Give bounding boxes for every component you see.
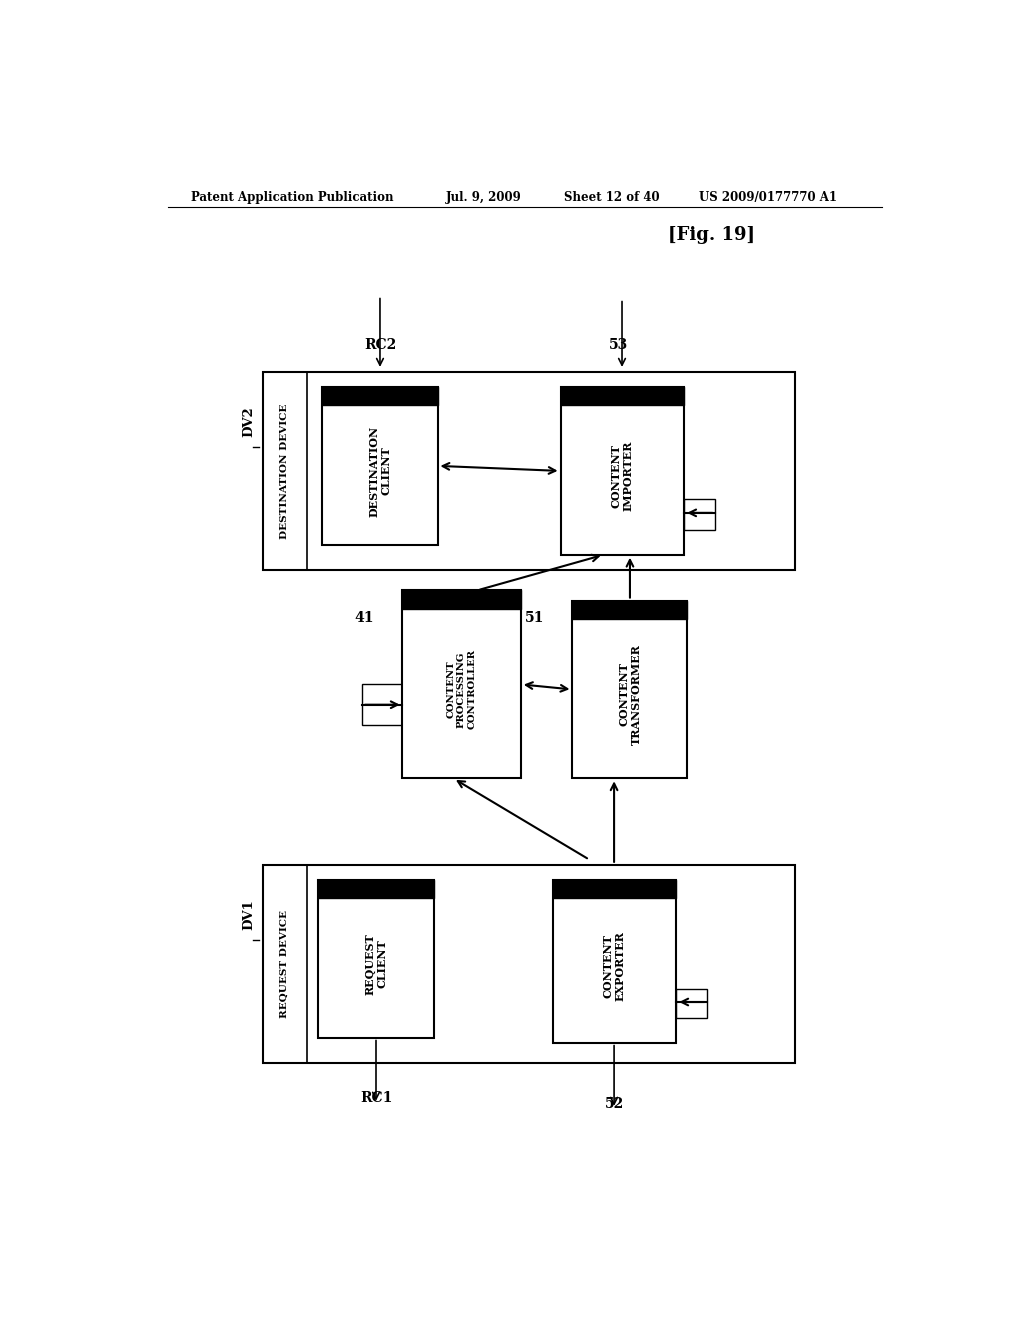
Bar (572, 601, 687, 779)
Text: CONTENT
PROCESSING
CONTROLLER: CONTENT PROCESSING CONTROLLER (446, 649, 476, 730)
Bar (560, 387, 684, 554)
Text: Sheet 12 of 40: Sheet 12 of 40 (564, 190, 660, 203)
Bar (401, 590, 521, 779)
Text: Jul. 9, 2009: Jul. 9, 2009 (445, 190, 521, 203)
Bar (684, 499, 716, 529)
Bar (318, 880, 433, 1038)
Text: Patent Application Publication: Patent Application Publication (191, 190, 394, 203)
Bar (362, 684, 401, 725)
Text: US 2009/0177770 A1: US 2009/0177770 A1 (699, 190, 838, 203)
Text: DV1: DV1 (242, 899, 255, 929)
Text: DV2: DV2 (242, 407, 255, 437)
Text: 41: 41 (354, 611, 374, 624)
Text: CONTENT
EXPORTER: CONTENT EXPORTER (602, 932, 626, 1002)
Text: CONTENT
IMPORTER: CONTENT IMPORTER (610, 441, 634, 511)
Bar (263, 865, 795, 1063)
Text: REQUEST
CLIENT: REQUEST CLIENT (365, 933, 388, 995)
Bar (676, 989, 708, 1018)
Text: CONTENT
TRANSFORMER: CONTENT TRANSFORMER (618, 644, 642, 744)
Bar (553, 880, 676, 1043)
Text: 53: 53 (609, 338, 628, 351)
Text: DESTINATION DEVICE: DESTINATION DEVICE (280, 403, 289, 539)
Text: DESTINATION
CLIENT: DESTINATION CLIENT (368, 425, 392, 516)
Text: 52: 52 (605, 1097, 624, 1110)
Text: RC1: RC1 (360, 1092, 392, 1105)
Bar (263, 372, 795, 570)
Text: RC2: RC2 (365, 338, 396, 351)
Text: [Fig. 19]: [Fig. 19] (668, 226, 755, 244)
Bar (323, 387, 437, 545)
Text: REQUEST DEVICE: REQUEST DEVICE (280, 909, 289, 1018)
Text: 51: 51 (525, 611, 545, 624)
